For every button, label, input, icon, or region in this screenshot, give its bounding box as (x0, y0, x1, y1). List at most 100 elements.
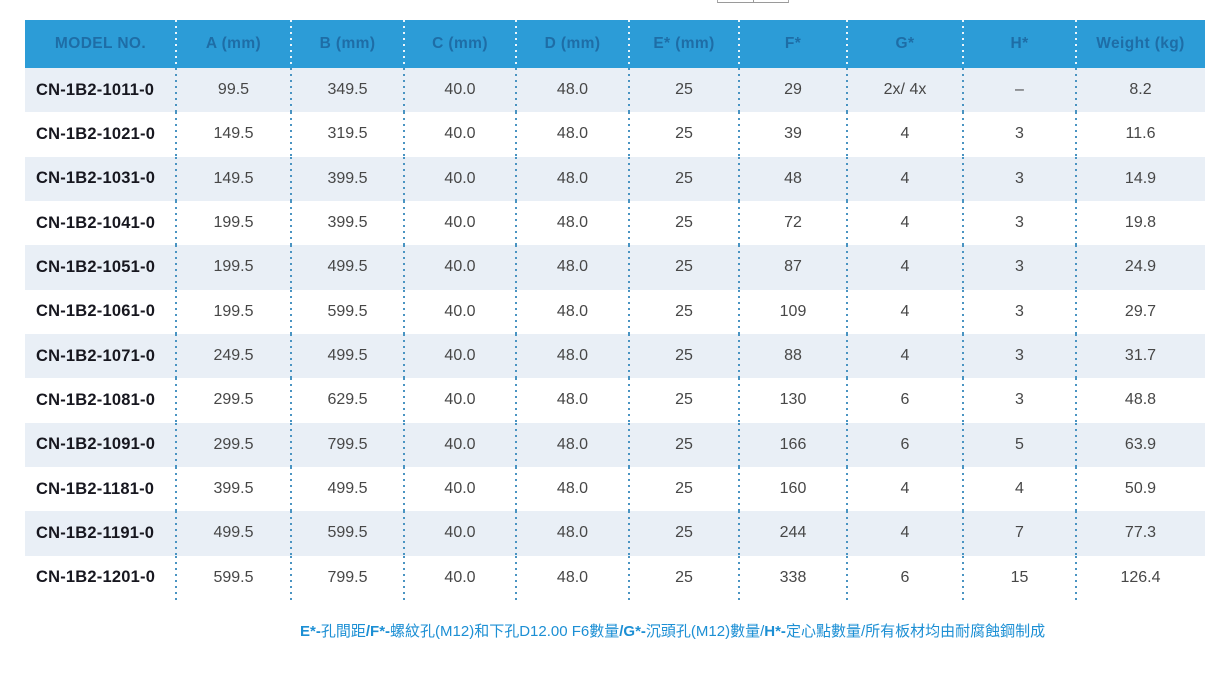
value-cell: 6 (846, 422, 963, 468)
value-cell: 48.8 (1075, 378, 1205, 423)
value-cell: 4 (846, 289, 963, 335)
value-cell: 599.5 (175, 555, 291, 601)
cropped-drawing-fragment (717, 0, 789, 3)
model-no-cell: CN-1B2-1041-0 (36, 213, 156, 232)
value-cell: 149.5 (175, 112, 291, 157)
value-cell: 25 (628, 245, 739, 290)
value-cell: 399.5 (290, 156, 404, 202)
value-cell: 4 (846, 511, 963, 556)
value-cell: 14.9 (1075, 156, 1205, 202)
value-cell: 48.0 (515, 378, 629, 423)
column-header-b-mm: B (mm) (290, 20, 404, 68)
column-header-c-mm: C (mm) (403, 20, 516, 68)
table-row: CN-1B2-1191-0 499.5 599.5 40.0 48.0 25 244 4 7 77… (25, 511, 1205, 556)
value-cell: 160 (738, 466, 847, 512)
value-cell: 799.5 (290, 555, 404, 601)
value-cell: 8.2 (1075, 68, 1205, 113)
value-cell: 5 (962, 422, 1076, 468)
footnote-text: 沉頭孔(M12)數量 (645, 623, 761, 640)
value-cell: 25 (628, 422, 739, 468)
value-cell: 48.0 (515, 289, 629, 335)
value-cell: 40.0 (403, 466, 516, 512)
value-cell: 399.5 (175, 466, 291, 512)
column-header-d-mm: D (mm) (515, 20, 629, 68)
model-no-cell: CN-1B2-1091-0 (36, 435, 156, 454)
value-cell: 3 (962, 156, 1076, 202)
value-cell: 499.5 (290, 245, 404, 290)
footnote-text: 定心點數量/所有板材均由耐腐蝕鋼制成 (785, 623, 1046, 640)
value-cell: 40.0 (403, 245, 516, 290)
value-cell: 299.5 (175, 422, 291, 468)
value-cell: 199.5 (175, 289, 291, 335)
value-cell: 3 (962, 289, 1076, 335)
table-row: CN-1B2-1041-0 199.5 399.5 40.0 48.0 25 72 4 3 19.… (25, 200, 1205, 246)
value-cell: 50.9 (1075, 466, 1205, 512)
value-cell: 499.5 (175, 511, 291, 556)
value-cell: 4 (846, 466, 963, 512)
value-cell: 40.0 (403, 200, 516, 246)
value-cell: 4 (846, 245, 963, 290)
table-row: CN-1B2-1091-0 299.5 799.5 40.0 48.0 25 166 6 5 63… (25, 422, 1205, 468)
value-cell: 319.5 (290, 112, 404, 157)
value-cell: 25 (628, 555, 739, 601)
value-cell: 48.0 (515, 422, 629, 468)
footnote-key-label: /F*- (365, 623, 391, 640)
value-cell: 40.0 (403, 555, 516, 601)
value-cell: 11.6 (1075, 112, 1205, 157)
value-cell: 88 (738, 333, 847, 379)
footnote-text: 孔間距 (320, 623, 366, 640)
table-row: CN-1B2-1071-0 249.5 499.5 40.0 48.0 25 88 4 3 31.… (25, 333, 1205, 379)
footnote-key-label: /G*- (619, 623, 646, 640)
model-no-cell: CN-1B2-1181-0 (36, 479, 155, 498)
value-cell: 25 (628, 156, 739, 202)
value-cell: 40.0 (403, 68, 516, 113)
value-cell: 39 (738, 112, 847, 157)
footnote-text: / (760, 623, 765, 640)
column-header-f: F* (738, 20, 847, 68)
column-header-e-mm: E* (mm) (628, 20, 739, 68)
value-cell: 6 (846, 555, 963, 601)
table-row: CN-1B2-1031-0 149.5 399.5 40.0 48.0 25 48 4 3 14.… (25, 156, 1205, 202)
table-row: CN-1B2-1011-0 99.5 349.5 40.0 48.0 25 29 2x/ 4x… (25, 68, 1205, 113)
value-cell: 3 (962, 112, 1076, 157)
value-cell: 40.0 (403, 511, 516, 556)
value-cell: 25 (628, 200, 739, 246)
value-cell: 4 (846, 156, 963, 202)
value-cell: 349.5 (290, 68, 404, 113)
value-cell: 599.5 (290, 511, 404, 556)
value-cell: 48.0 (515, 511, 629, 556)
value-cell: 25 (628, 378, 739, 423)
table-row: CN-1B2-1201-0 599.5 799.5 40.0 48.0 25 338 6 15 1… (25, 555, 1205, 601)
column-header-model-no: MODEL NO. (54, 35, 147, 52)
value-cell: 130 (738, 378, 847, 423)
footnote: E*-孔間距/F*-螺紋孔(M12)和下孔D12.00 F6數量/G*-沉頭孔(… (300, 621, 1172, 643)
value-cell: 77.3 (1075, 511, 1205, 556)
model-no-cell: CN-1B2-1071-0 (36, 346, 156, 365)
column-header-g: G* (846, 20, 963, 68)
value-cell: 72 (738, 200, 847, 246)
model-no-cell: CN-1B2-1201-0 (36, 568, 156, 587)
spec-table: MODEL NO. A (mm) B (mm) C (mm) D (mm) E* (mm)… (25, 20, 1205, 601)
value-cell: 40.0 (403, 333, 516, 379)
footnote-text: 螺紋孔(M12)和下孔D12.00 F6數量 (390, 623, 620, 640)
value-cell: 40.0 (403, 378, 516, 423)
value-cell: 299.5 (175, 378, 291, 423)
value-cell: 25 (628, 511, 739, 556)
column-header-weight-kg: Weight (kg) (1075, 20, 1205, 68)
value-cell: 166 (738, 422, 847, 468)
value-cell: 2x/ 4x (846, 68, 963, 113)
model-no-cell: CN-1B2-1061-0 (36, 302, 156, 321)
value-cell: 19.8 (1075, 200, 1205, 246)
value-cell: 3 (962, 245, 1076, 290)
value-cell: 25 (628, 466, 739, 512)
value-cell: 499.5 (290, 466, 404, 512)
model-no-cell: CN-1B2-1011-0 (36, 80, 155, 99)
value-cell: 499.5 (290, 333, 404, 379)
table-row: CN-1B2-1051-0 199.5 499.5 40.0 48.0 25 87 4 3 24.… (25, 245, 1205, 290)
table-header-row: MODEL NO. A (mm) B (mm) C (mm) D (mm) E* (mm)… (25, 20, 1205, 68)
drawing-tick-mark (753, 0, 754, 2)
value-cell: 63.9 (1075, 422, 1205, 468)
value-cell: 4 (846, 112, 963, 157)
value-cell: 399.5 (290, 200, 404, 246)
value-cell: 126.4 (1075, 555, 1205, 601)
